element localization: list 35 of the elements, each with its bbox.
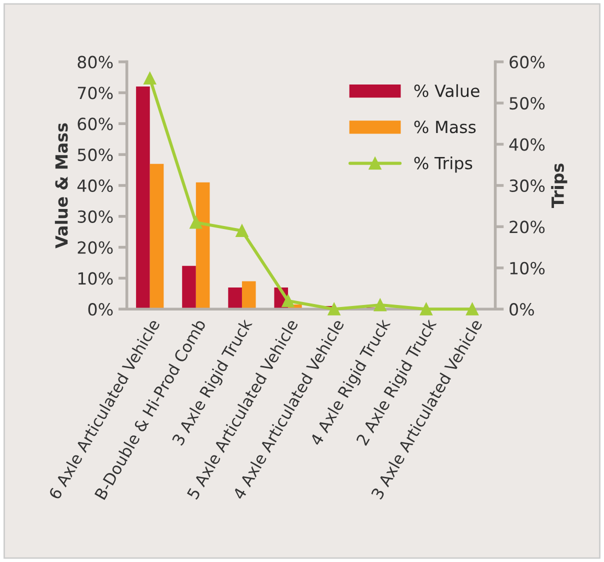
point (144, 72, 156, 85)
bar (182, 266, 196, 310)
point (466, 302, 479, 316)
point (190, 216, 202, 229)
y2-tick-label: 0% (510, 303, 534, 316)
bar (228, 287, 242, 310)
y-tick-label: 70% (78, 86, 113, 100)
y-tick-label: 60% (78, 118, 113, 130)
y-tick-label: 30% (78, 210, 113, 223)
point (374, 298, 386, 312)
point (420, 302, 432, 316)
y-tick-label: 0% (88, 303, 113, 316)
y2-tick-label: 10% (510, 262, 545, 274)
point (236, 224, 248, 238)
y2-axis-title: Trips (551, 164, 568, 208)
y-tick-label: 80% (78, 56, 113, 68)
y-tick-label: 20% (78, 241, 113, 254)
point (328, 302, 340, 316)
y2-tick-label: 50% (510, 96, 545, 110)
y2-tick-label: 60% (510, 56, 545, 68)
legend-label: % Trips (414, 156, 472, 173)
y2-tick-label: 30% (510, 179, 545, 192)
y2-tick-label: 40% (509, 138, 545, 151)
point (282, 294, 294, 308)
y2-tick-label: 20% (510, 220, 545, 234)
legend-label: % Value (414, 84, 480, 98)
bar (242, 281, 256, 310)
bar (136, 86, 150, 310)
y-tick-label: 10% (78, 272, 113, 285)
y-tick-label: 50% (78, 148, 113, 162)
bar (196, 182, 210, 310)
y-axis-title: Value & Mass (54, 123, 68, 248)
y-tick-label: 40% (77, 179, 113, 192)
legend-label: % Mass (414, 120, 476, 134)
bar (150, 164, 164, 310)
